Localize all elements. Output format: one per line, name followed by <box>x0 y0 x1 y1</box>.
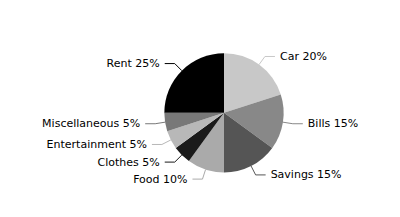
svg-text:Savings 15%: Savings 15% <box>271 168 342 181</box>
svg-text:Entertainment 5%: Entertainment 5% <box>47 138 147 151</box>
svg-text:Miscellaneous 5%: Miscellaneous 5% <box>42 117 140 130</box>
svg-text:Food 10%: Food 10% <box>133 173 187 186</box>
svg-text:Bills 15%: Bills 15% <box>308 117 358 130</box>
svg-text:Clothes 5%: Clothes 5% <box>98 156 160 169</box>
svg-text:Rent 25%: Rent 25% <box>107 57 160 70</box>
svg-text:Car 20%: Car 20% <box>280 50 327 63</box>
